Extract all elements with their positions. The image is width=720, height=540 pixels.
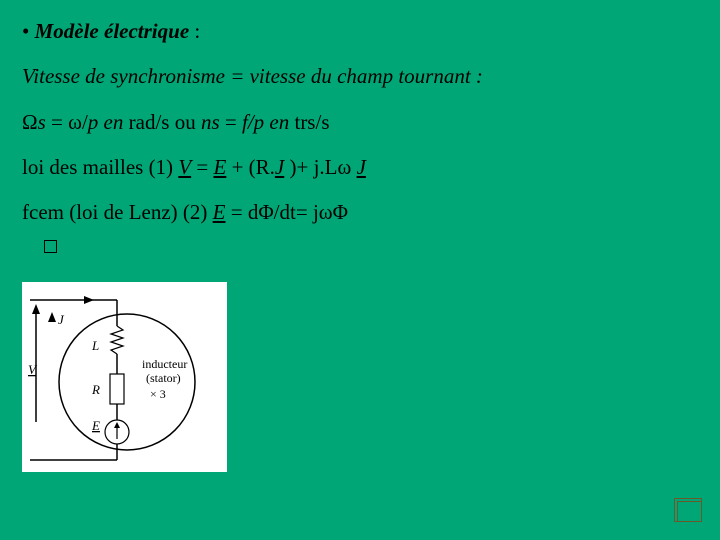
label-inducteur: inducteur [142,357,187,371]
omega-sym: Ω [22,110,38,134]
omega-ns: ns [201,110,220,134]
label-L: L [91,338,99,353]
line-fcem: fcem (loi de Lenz) (2) E = dΦ/dt= jωΦ [22,199,698,226]
bullet-colon: : [189,19,200,43]
mailles-eq: = [191,155,213,179]
omega-eq: = ω/ [46,110,88,134]
omega-p-en: p en [88,110,124,134]
fcem-rest: = dΦ/dt= jωΦ [225,200,347,224]
bullet-text-strong: Modèle électrique [35,19,190,43]
fcem-prefix: fcem (loi de Lenz) (2) [22,200,213,224]
circuit-svg: J V L R E inducteur (stator) × 3 [22,282,227,472]
label-x3: × 3 [150,387,166,401]
mailles-J1: J [275,155,284,179]
mailles-J2: J [357,155,366,179]
label-stator: (stator) [146,371,181,385]
fcem-E: E [213,200,226,224]
label-J: J [58,312,65,327]
label-R: R [91,382,100,397]
line-synchronism: Vitesse de synchronisme = vitesse du cha… [22,63,698,90]
line-omega: Ωs = ω/p en rad/s ou ns = f/p en trs/s [22,109,698,136]
omega-fp: f/p en [242,110,289,134]
omega-s: s [38,110,46,134]
mailles-E: E [213,155,226,179]
circuit-diagram: J V L R E inducteur (stator) × 3 [22,282,227,472]
mailles-R: + (R. [226,155,275,179]
bullet-heading: • Modèle électrique : [22,18,698,45]
label-E: E [91,418,100,433]
corner-page-icon [674,498,702,522]
omega-rads: rad/s ou [123,110,201,134]
mailles-jL: )+ j.Lω [284,155,356,179]
mailles-prefix: loi des mailles (1) [22,155,178,179]
mailles-V: V [178,155,191,179]
omega-trs: trs/s [289,110,329,134]
placeholder-box-icon [44,240,57,253]
line-mailles: loi des mailles (1) V = E + (R.J )+ j.Lω… [22,154,698,181]
omega-eq2: = [220,110,242,134]
